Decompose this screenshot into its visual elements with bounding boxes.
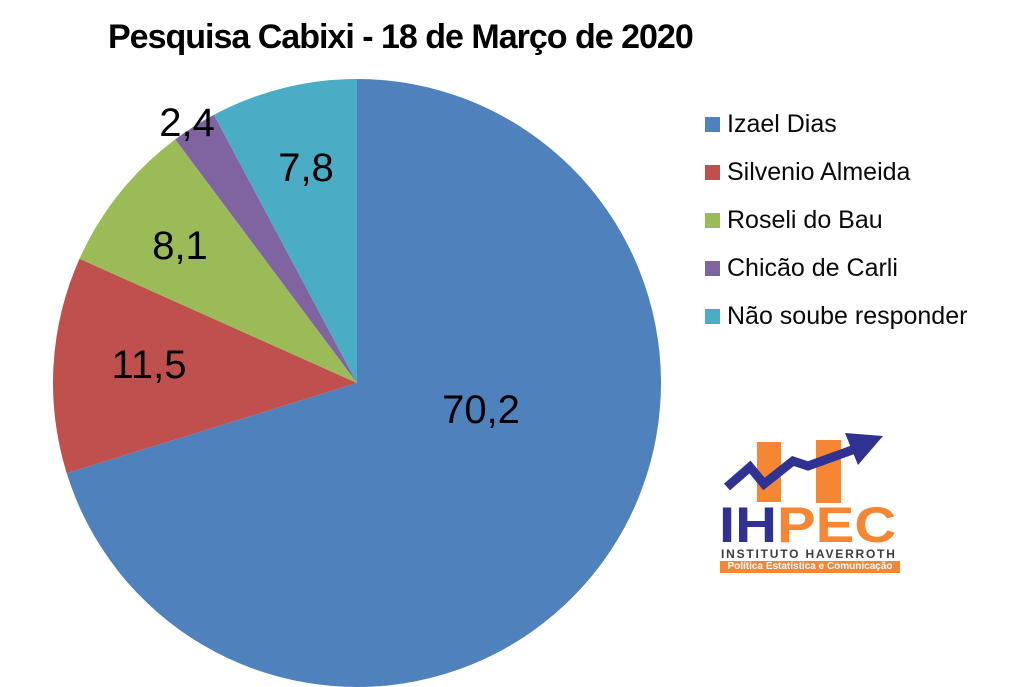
logo-acronym: IHPEC [719, 500, 896, 550]
logo-bar-right [816, 440, 841, 503]
logo-institute-name: INSTITUTO HAVERROTH [721, 547, 897, 561]
legend-item-nao-soube-responder: Não soube responder [705, 302, 968, 330]
slice-value-label-nao-soube-responder: 7,8 [278, 146, 334, 190]
legend-label: Não soube responder [727, 302, 968, 330]
pie-slice-1 [52, 258, 358, 474]
legend-swatch-icon [705, 165, 720, 180]
ihpec-logo: IHPEC INSTITUTO HAVERROTH Política Estat… [715, 430, 910, 580]
slice-value-label-izael-dias: 70,2 [442, 388, 520, 432]
pie-slice-3 [175, 114, 357, 383]
ihpec-emblem-icon [724, 433, 883, 503]
legend-swatch-icon [705, 261, 720, 276]
logo-tagline-banner: Política Estatística e Comunicação [720, 561, 900, 573]
legend-label: Roseli do Bau [727, 206, 883, 234]
legend-swatch-icon [705, 213, 720, 228]
pie-slice-0 [66, 79, 661, 687]
slice-value-label-roseli-do-bau: 8,1 [152, 224, 208, 268]
logo-acronym-orange: PEC [777, 497, 897, 553]
legend-label: Silvenio Almeida [727, 158, 911, 186]
legend-item-silvenio-almeida: Silvenio Almeida [705, 158, 967, 186]
chart-title: Pesquisa Cabixi - 18 de Março de 2020 [108, 18, 694, 56]
pie-slice-2 [79, 139, 357, 383]
legend-item-chicao-de-carli: Chicão de Carli [705, 254, 967, 282]
trend-arrow-icon [845, 433, 883, 465]
logo-acronym-navy: IH [719, 497, 777, 553]
legend-swatch-icon [705, 309, 720, 324]
legend-item-izael-dias: Izael Dias [705, 110, 967, 138]
pie-slice-4 [213, 79, 357, 383]
slice-value-label-chicao-de-carli: 2,4 [159, 101, 215, 145]
legend-item-roseli-do-bau: Roseli do Bau [705, 206, 967, 234]
slice-value-label-silvenio-almeida: 11,5 [111, 343, 187, 387]
trend-line [724, 444, 857, 491]
legend-label: Izael Dias [727, 110, 837, 138]
legend-swatch-icon [705, 117, 720, 132]
legend-label: Chicão de Carli [727, 254, 898, 282]
chart-legend: Izael Dias Silvenio Almeida Roseli do Ba… [705, 110, 968, 352]
